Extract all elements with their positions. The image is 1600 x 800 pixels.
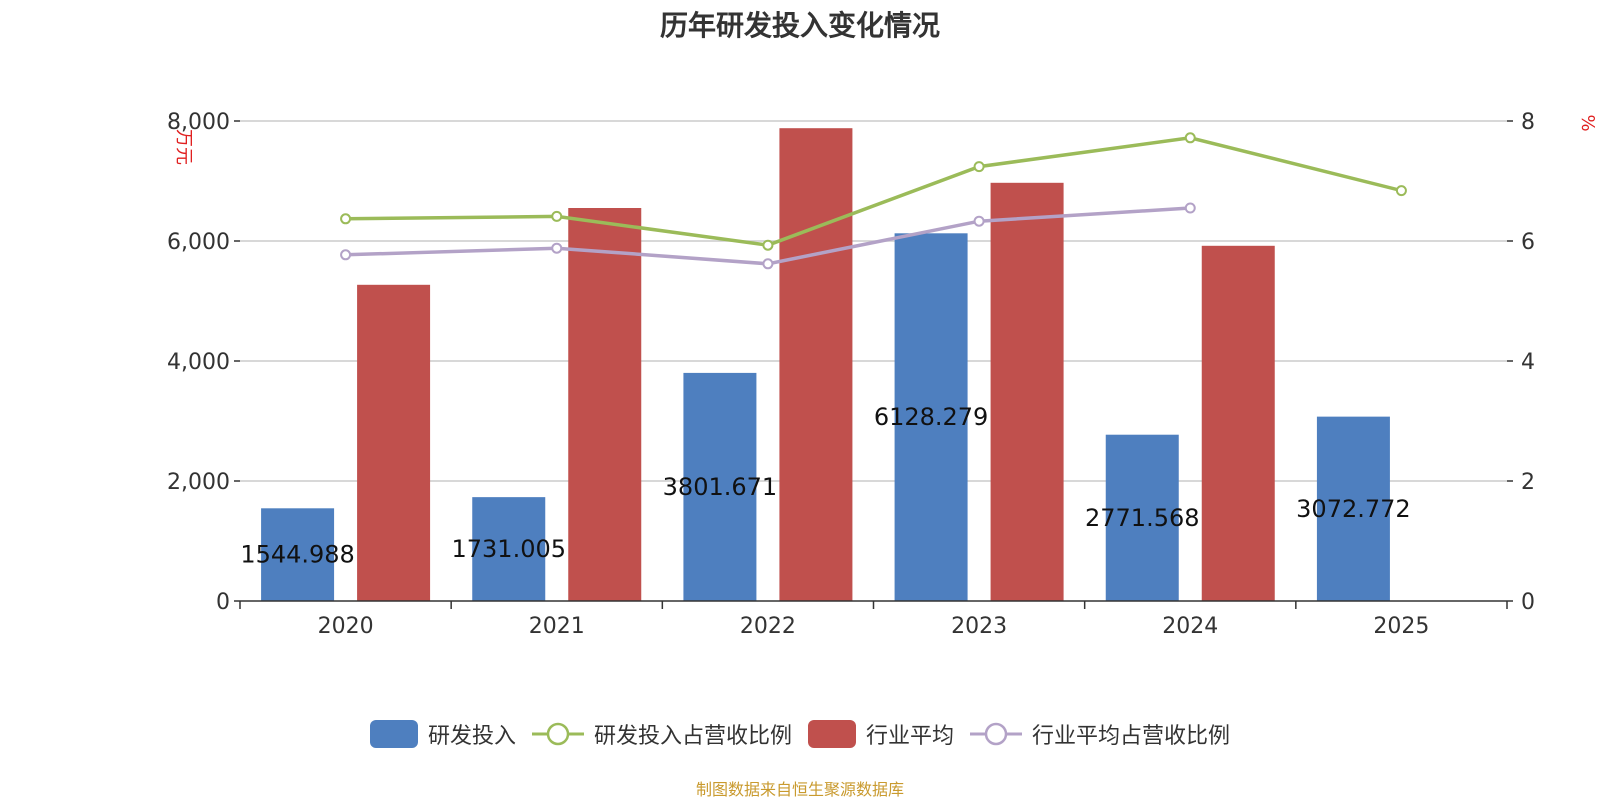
bar-rd-investment [1316,416,1390,601]
legend-item[interactable]: 行业平均占营收比例 [970,718,1230,750]
x-axis-tick-label: 2020 [318,614,374,639]
legend-label: 研发投入占营收比例 [593,724,792,749]
legend-label: 行业平均占营收比例 [1032,724,1231,749]
right-axis-tick-label: 2 [1521,470,1535,495]
legend-line-swatch [970,722,1023,746]
bar-data-label: 1731.005 [451,535,566,563]
left-axis-tick-label: 0 [216,590,230,615]
bar-data-label: 6128.279 [874,403,989,431]
left-axis-tick-label: 6,000 [167,230,230,255]
line-point [340,249,352,261]
legend-item[interactable]: 行业平均 [808,718,954,750]
bar-data-label: 3072.772 [1296,495,1411,523]
lines [340,132,1407,270]
x-axis-tick-label: 2025 [1373,614,1429,639]
right-axis-tick-label: 4 [1521,350,1535,375]
legend-bar-swatch [369,720,418,748]
bar-rd-investment [472,497,546,601]
bar-industry-average [990,182,1064,602]
x-axis-tick-label: 2024 [1162,614,1218,639]
line-point [973,215,985,227]
legend-item[interactable]: 研发投入 [369,718,516,750]
line-point [340,213,352,225]
legend-bar-swatch [808,720,856,748]
bar-rd-investment [261,508,335,601]
x-axis-tick-label: 2023 [951,614,1007,639]
bar-industry-average [357,284,431,601]
line-point [1184,132,1196,144]
bar-industry-average [779,128,853,601]
legend-line-swatch [531,722,584,746]
left-axis-tick-label: 4,000 [167,350,230,375]
legend: 研发投入 研发投入占营收比例 行业平均 行业平均占营收比例 [0,718,1600,750]
source-note: 制图数据来自恒生聚源数据库 [695,780,904,799]
bars [261,128,1390,602]
right-axis-tick-label: 8 [1521,110,1535,135]
chart-title: 历年研发投入变化情况 [659,9,940,42]
bar-data-label: 3801.671 [663,473,778,501]
line-point [762,239,774,251]
right-axis-tick-label: 6 [1521,230,1535,255]
x-axis-tick-label: 2022 [740,614,796,639]
line-point [551,210,563,222]
left-axis-tick-label: 2,000 [167,470,230,495]
bar-rd-investment [894,233,968,601]
left-axis-unit: 万元 [173,129,194,165]
bar-industry-average [1201,245,1275,602]
bar-data-label: 2771.568 [1085,504,1200,532]
right-axis-tick-label: 0 [1521,590,1535,615]
line-point [973,161,985,173]
x-axis-tick-label: 2021 [529,614,585,639]
chart-plot: 1544.988 1731.005 3801.671 6128.279 2771.568… [167,110,1598,639]
bar-rd-investment [683,372,757,601]
line-point [551,242,563,254]
line-point [762,258,774,270]
left-axis-tick-label: 8,000 [167,110,230,135]
bar-rd-investment [1105,434,1179,601]
axes: 0 0 2,000 2 4,000 4 6,000 6 8,000 8 万元% 2020 2021 202… [167,110,1598,639]
legend-item[interactable]: 研发投入占营收比例 [531,718,792,750]
data-labels: 1544.988 1731.005 3801.671 6128.279 2771.568… [240,403,1410,568]
line-point [1184,202,1196,214]
right-axis-unit: % [1577,114,1598,131]
line-rd-ratio [345,136,1402,247]
bar-industry-average [568,208,642,601]
bar-data-label: 1544.988 [240,541,355,569]
line-point [1395,185,1407,197]
legend-label: 行业平均 [866,724,955,749]
legend-label: 研发投入 [427,724,516,749]
